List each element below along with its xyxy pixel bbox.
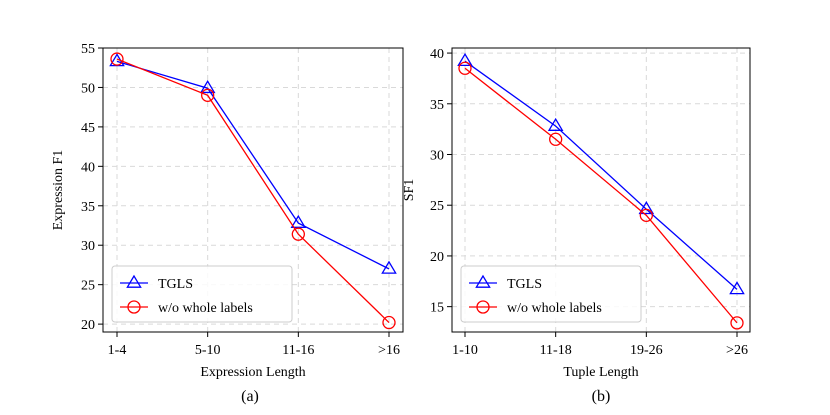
legend-label: TGLS (507, 277, 542, 292)
y-tick-label: 20 (81, 318, 95, 333)
data-point (201, 88, 215, 102)
x-tick-label: >26 (726, 343, 748, 358)
y-tick-label: 45 (81, 121, 95, 136)
legend: TGLS w/o whole labels (111, 265, 293, 323)
data-point (290, 214, 307, 228)
x-tick-label: 1-4 (108, 343, 127, 358)
x-tick-label: 19-26 (630, 343, 663, 358)
panel-caption: (b) (592, 388, 611, 405)
data-point (382, 315, 396, 330)
data-point (381, 260, 397, 274)
legend-label: TGLS (158, 277, 193, 292)
series-2 (110, 52, 396, 330)
x-axis-label: Tuple Length (563, 365, 638, 380)
y-tick-label: 40 (430, 47, 444, 62)
data-point (547, 117, 564, 131)
y-tick-label: 50 (81, 81, 95, 96)
chart-panel-1: 20 25 30 35 40 45 50 55 1-4 5-10 11-16 >16 Expressio… (51, 42, 404, 405)
legend-marker (475, 274, 491, 288)
y-tick-label: 35 (81, 200, 95, 215)
x-tick-label: 11-18 (540, 343, 572, 358)
y-tick-label: 30 (81, 239, 95, 254)
data-point (291, 227, 305, 241)
x-tick-label: 5-10 (195, 343, 221, 358)
series-line (464, 60, 738, 290)
legend-box (460, 265, 642, 323)
y-axis-label: Expression F1 (51, 150, 66, 231)
y-tick-label: 20 (430, 250, 444, 265)
series-2 (458, 61, 744, 330)
y-tick-label: 25 (430, 199, 444, 214)
series-line (464, 67, 738, 324)
legend-marker (126, 274, 142, 288)
panel-caption: (a) (241, 388, 259, 405)
data-point (457, 52, 473, 67)
legend-marker (476, 300, 490, 314)
legend-marker (127, 300, 141, 314)
x-axis-label: Expression Length (200, 365, 305, 380)
series-1 (457, 52, 745, 295)
series-line (116, 58, 390, 323)
x-tick-label: 1-10 (452, 343, 478, 358)
y-tick-label: 25 (81, 279, 95, 294)
plot-frame (102, 47, 404, 333)
y-tick-label: 55 (81, 42, 95, 57)
data-point (730, 316, 744, 330)
y-tick-label: 15 (430, 301, 444, 316)
legend-label: w/o whole labels (507, 301, 602, 316)
y-tick-label: 30 (430, 149, 444, 164)
data-point (458, 61, 472, 75)
y-tick-label: 35 (430, 98, 444, 113)
x-tick-label: >16 (378, 343, 400, 358)
data-point (638, 200, 655, 215)
legend-label: w/o whole labels (158, 301, 253, 316)
legend: TGLS w/o whole labels (460, 265, 642, 323)
y-tick-label: 40 (81, 160, 95, 175)
data-point (110, 52, 124, 66)
chart-panel-2: 15 20 25 30 35 40 1-10 11-18 19-26 >26 Tuple Lengt… (402, 47, 751, 405)
data-point (639, 208, 653, 223)
data-point (729, 281, 745, 295)
y-axis-label: SF1 (402, 179, 417, 202)
series-line (116, 60, 390, 270)
data-point (199, 79, 216, 94)
legend-box (111, 265, 293, 323)
data-point (549, 132, 563, 146)
x-tick-label: 11-16 (282, 343, 314, 358)
plot-frame (451, 47, 751, 333)
